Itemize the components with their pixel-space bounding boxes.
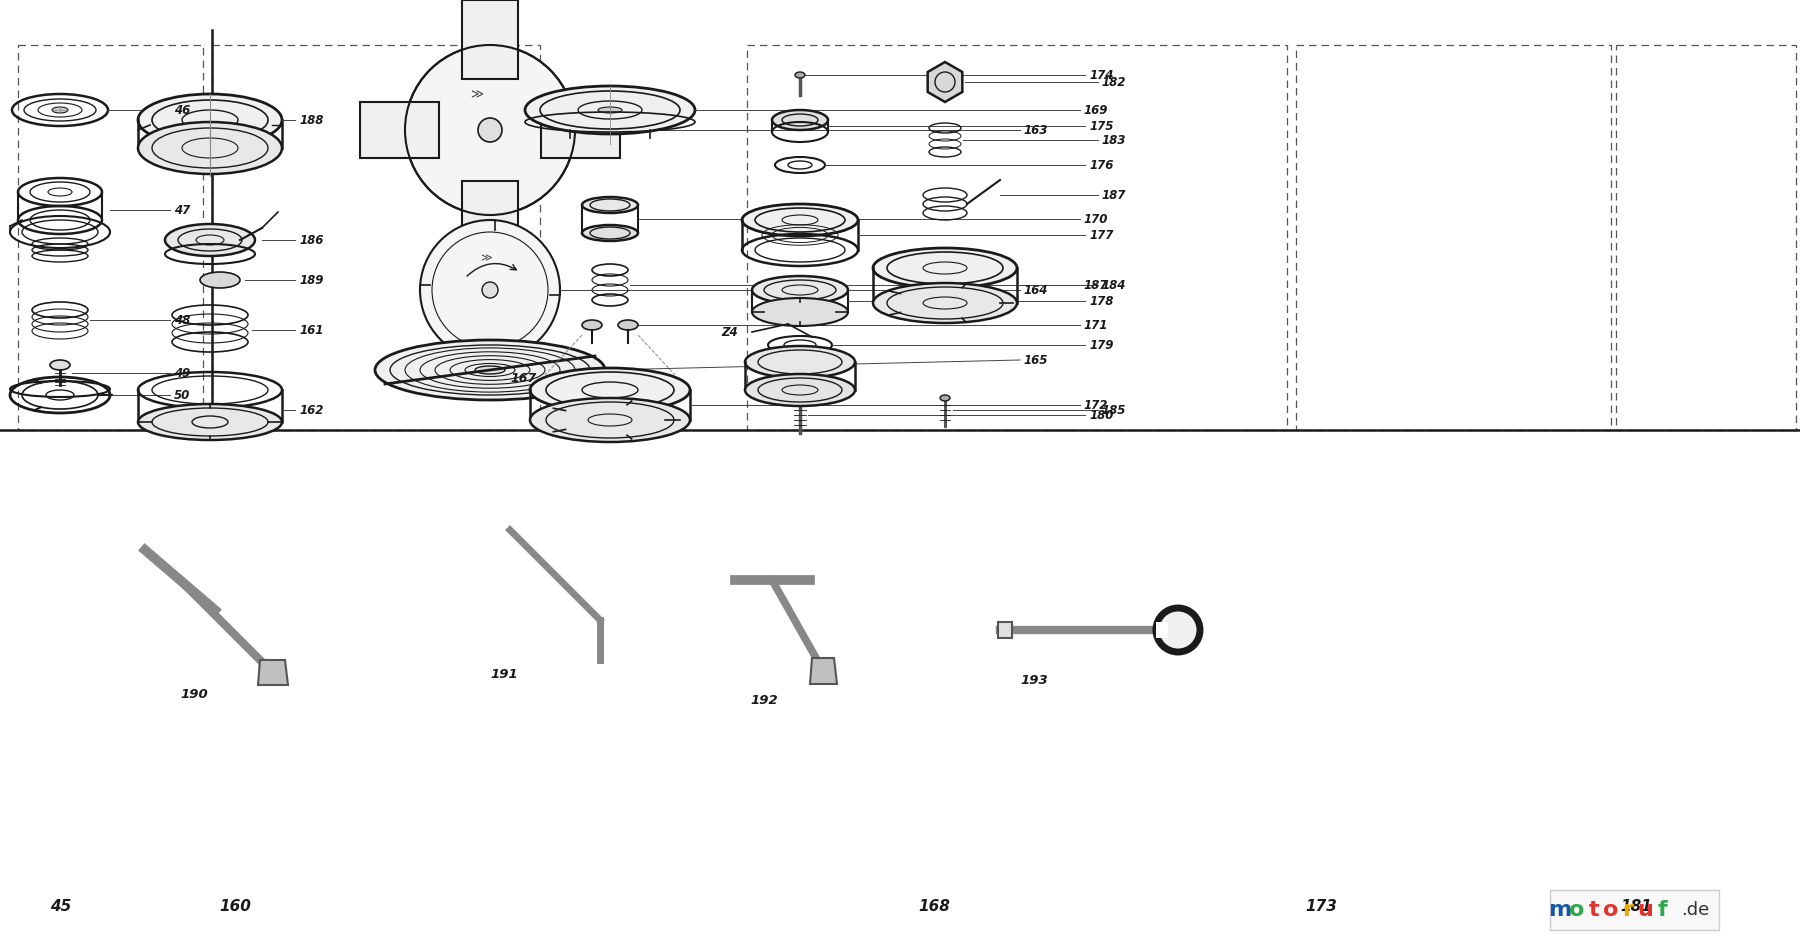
- Ellipse shape: [745, 374, 855, 406]
- Text: 48: 48: [175, 313, 191, 326]
- Text: o: o: [1570, 900, 1584, 920]
- Ellipse shape: [598, 107, 623, 113]
- Circle shape: [419, 220, 560, 360]
- Text: 192: 192: [751, 693, 778, 707]
- Ellipse shape: [873, 283, 1017, 323]
- Ellipse shape: [529, 368, 689, 412]
- Ellipse shape: [529, 398, 689, 442]
- Text: 50: 50: [175, 389, 191, 401]
- Ellipse shape: [200, 272, 239, 288]
- Bar: [1616, 45, 1796, 430]
- Text: 181: 181: [1620, 899, 1652, 914]
- Text: 185: 185: [1102, 404, 1127, 416]
- Ellipse shape: [581, 197, 637, 213]
- Text: 172: 172: [1084, 398, 1109, 412]
- Text: 170: 170: [1084, 213, 1109, 225]
- Text: ≫: ≫: [470, 89, 482, 101]
- Ellipse shape: [794, 393, 806, 401]
- Polygon shape: [463, 0, 518, 79]
- Text: u: u: [1636, 900, 1652, 920]
- Text: 180: 180: [1089, 409, 1114, 422]
- Text: 46: 46: [175, 103, 191, 116]
- Circle shape: [482, 282, 499, 298]
- Text: 191: 191: [490, 669, 518, 681]
- Bar: [1296, 45, 1611, 430]
- Text: .de: .de: [1681, 901, 1710, 919]
- Text: 161: 161: [299, 324, 324, 337]
- Text: 177: 177: [1089, 229, 1114, 241]
- Bar: [747, 45, 1287, 430]
- Text: o: o: [1604, 900, 1618, 920]
- Circle shape: [479, 118, 502, 142]
- Text: f: f: [1658, 900, 1667, 920]
- Polygon shape: [927, 62, 963, 102]
- Ellipse shape: [745, 346, 855, 378]
- Ellipse shape: [796, 72, 805, 78]
- Circle shape: [1156, 608, 1201, 652]
- Text: 175: 175: [1089, 119, 1114, 132]
- Ellipse shape: [772, 110, 828, 130]
- Ellipse shape: [752, 276, 848, 304]
- Ellipse shape: [374, 340, 605, 400]
- Text: 176: 176: [1089, 159, 1114, 171]
- Ellipse shape: [873, 248, 1017, 288]
- Polygon shape: [463, 181, 518, 260]
- Ellipse shape: [581, 225, 637, 241]
- Ellipse shape: [166, 224, 256, 256]
- Text: Z4: Z4: [722, 325, 738, 339]
- Ellipse shape: [52, 107, 68, 113]
- Ellipse shape: [752, 298, 848, 326]
- Text: 173: 173: [1305, 899, 1337, 914]
- Ellipse shape: [581, 320, 601, 330]
- Text: 186: 186: [299, 234, 324, 247]
- Ellipse shape: [139, 404, 283, 440]
- Bar: [1550, 890, 1719, 930]
- Text: 178: 178: [1089, 294, 1114, 307]
- Circle shape: [405, 45, 574, 215]
- Text: 187: 187: [1102, 188, 1127, 201]
- Text: 188: 188: [299, 114, 324, 127]
- Polygon shape: [360, 102, 439, 158]
- Ellipse shape: [940, 395, 950, 401]
- Text: 189: 189: [299, 273, 324, 287]
- Bar: [997, 622, 1012, 638]
- Text: 171: 171: [1084, 319, 1109, 331]
- Text: 49: 49: [175, 366, 191, 379]
- Text: 179: 179: [1089, 339, 1114, 352]
- Text: 182: 182: [1102, 76, 1127, 89]
- Ellipse shape: [139, 122, 283, 174]
- Ellipse shape: [139, 94, 283, 146]
- Bar: [212, 45, 540, 430]
- Polygon shape: [542, 102, 619, 158]
- Text: 190: 190: [180, 689, 207, 702]
- Text: 167: 167: [509, 372, 536, 384]
- Ellipse shape: [617, 320, 637, 330]
- Text: 169: 169: [1084, 103, 1109, 116]
- Ellipse shape: [50, 360, 70, 370]
- Polygon shape: [1156, 622, 1168, 638]
- Text: 174: 174: [1089, 68, 1114, 81]
- Text: m: m: [1548, 900, 1571, 920]
- Text: 47: 47: [175, 203, 191, 217]
- Text: 187: 187: [1084, 278, 1109, 291]
- Text: 165: 165: [1024, 354, 1048, 366]
- Text: 163: 163: [1024, 124, 1048, 136]
- Polygon shape: [257, 660, 288, 685]
- Text: 193: 193: [1021, 674, 1048, 687]
- Text: 45: 45: [50, 899, 72, 914]
- Text: 183: 183: [1102, 133, 1127, 147]
- Bar: [18, 45, 203, 430]
- Text: ≫: ≫: [481, 253, 491, 263]
- Text: 162: 162: [299, 404, 324, 416]
- Ellipse shape: [475, 366, 506, 374]
- Text: 184: 184: [1102, 278, 1127, 291]
- Text: 164: 164: [1024, 284, 1048, 296]
- Polygon shape: [810, 658, 837, 684]
- Text: 160: 160: [220, 899, 252, 914]
- Ellipse shape: [742, 204, 859, 236]
- Text: r: r: [1622, 900, 1634, 920]
- Ellipse shape: [526, 86, 695, 134]
- Text: 168: 168: [918, 899, 950, 914]
- Text: t: t: [1589, 900, 1600, 920]
